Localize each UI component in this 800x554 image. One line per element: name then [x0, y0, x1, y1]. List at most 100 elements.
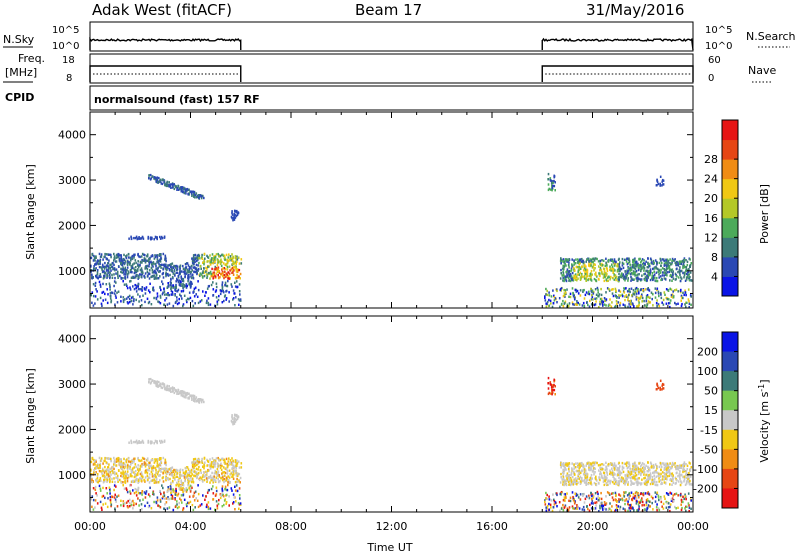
velocity-cell — [225, 493, 228, 497]
power-cell — [629, 302, 632, 306]
power-cell — [600, 293, 603, 297]
velocity-cell — [107, 497, 109, 500]
velocity-cell — [565, 468, 567, 471]
power-cell — [180, 270, 183, 273]
velocity-cell — [158, 457, 161, 460]
velocity-cell — [194, 464, 196, 467]
power-cell — [133, 276, 135, 279]
velocity-cell — [155, 469, 157, 472]
velocity-cell — [204, 461, 206, 464]
power-cell — [110, 263, 112, 267]
velocity-cell — [174, 493, 177, 496]
power-cell — [673, 289, 676, 292]
power-cell — [150, 266, 153, 269]
power-cell — [601, 272, 603, 275]
velocity-cell — [152, 469, 154, 472]
power-cell — [603, 274, 606, 277]
velocity-cell — [101, 467, 104, 470]
velocity-cell — [655, 483, 657, 487]
velocity-cell — [640, 463, 643, 467]
power-cell — [580, 260, 583, 263]
power-cell — [669, 258, 671, 261]
power-cell — [101, 263, 104, 266]
power-cell — [669, 274, 671, 277]
power-cell — [644, 278, 646, 282]
velocity-cell — [151, 479, 154, 482]
velocity-cell — [163, 494, 166, 497]
velocity-cell — [153, 478, 156, 481]
power-cell — [684, 289, 686, 292]
power-cell — [649, 272, 651, 275]
power-cell — [647, 287, 649, 290]
power-cell — [204, 257, 206, 260]
velocity-cell — [111, 477, 113, 481]
power-cell — [137, 260, 139, 263]
velocity-cell — [186, 391, 189, 395]
velocity-cell — [104, 456, 106, 460]
velocity-cell — [627, 466, 630, 469]
power-cell — [611, 301, 613, 304]
velocity-cell — [667, 463, 670, 467]
power-cell — [130, 265, 133, 268]
velocity-cell — [128, 441, 130, 444]
power-cell — [662, 303, 665, 306]
power-cell — [110, 265, 113, 268]
power-cell — [641, 258, 644, 261]
power-cell — [628, 300, 630, 303]
power-cell — [577, 269, 580, 272]
velocity-cell — [232, 475, 234, 478]
velocity-cell — [211, 457, 214, 460]
power-cell — [162, 276, 165, 279]
velocity-cell — [190, 485, 193, 488]
velocity-cell — [105, 469, 107, 473]
velocity-cell — [664, 475, 667, 478]
power-cell — [227, 271, 229, 274]
velocity-cell — [669, 509, 671, 513]
power-cell — [209, 263, 212, 266]
velocity-cell — [188, 495, 191, 498]
velocity-cell — [193, 499, 196, 502]
power-cell — [239, 277, 241, 280]
power-cell — [146, 270, 149, 274]
power-cell — [96, 260, 98, 263]
velocity-cell — [688, 471, 690, 475]
velocity-cell — [669, 462, 671, 465]
velocity-cell — [629, 473, 632, 476]
power-cell — [192, 290, 195, 294]
power-cell — [144, 261, 147, 264]
power-cell — [576, 302, 578, 305]
velocity-cell — [130, 439, 132, 442]
velocity-cell — [621, 478, 624, 482]
power-cell — [123, 253, 125, 257]
velocity-cell — [140, 477, 143, 480]
power-cell — [638, 277, 640, 281]
power-cell — [158, 300, 161, 304]
velocity-cell — [164, 458, 167, 461]
velocity-cell — [562, 462, 565, 465]
velocity-cell — [630, 481, 633, 484]
power-cell — [640, 265, 642, 268]
velocity-cell — [152, 491, 154, 494]
power-cell — [682, 291, 684, 294]
power-cell — [662, 183, 665, 186]
power-cell — [688, 267, 690, 271]
velocity-cell — [228, 463, 230, 466]
power-cell — [231, 259, 234, 262]
power-cell — [144, 272, 147, 275]
velocity-cell — [155, 458, 158, 461]
colorbar-frame — [721, 119, 739, 297]
power-cell — [235, 214, 238, 218]
power-cell — [217, 252, 219, 256]
power-cell — [113, 284, 115, 288]
velocity-cell — [570, 479, 573, 482]
velocity-cell — [129, 484, 131, 487]
velocity-cell — [163, 491, 165, 494]
power-cell — [180, 290, 183, 293]
velocity-cell — [611, 471, 613, 475]
velocity-cell — [587, 507, 589, 511]
power-cell — [627, 262, 630, 265]
velocity-cell — [153, 442, 155, 445]
velocity-cell — [601, 476, 603, 479]
velocity-cell — [607, 464, 610, 467]
power-cell — [173, 270, 176, 273]
